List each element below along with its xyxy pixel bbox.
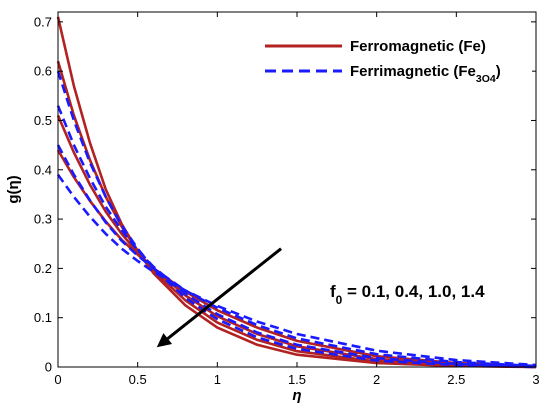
series-line-1 bbox=[56, 16, 537, 369]
y-tick-label: 0.4 bbox=[34, 162, 52, 177]
x-tick-label: 1 bbox=[214, 372, 221, 387]
y-axis: 0 0.1 0.2 0.3 0.4 0.5 0.6 0.7 bbox=[34, 14, 536, 375]
x-tick-label: 2 bbox=[373, 372, 380, 387]
y-axis-label: g(η) bbox=[5, 175, 22, 203]
series-line-6 bbox=[56, 105, 537, 368]
legend-label-1: Ferromagnetic (Fe) bbox=[350, 38, 486, 55]
x-axis: 0 0.5 1 1.5 2 2.5 3 bbox=[54, 12, 540, 387]
x-tick-label: 3 bbox=[532, 372, 539, 387]
x-tick-label: 2.5 bbox=[447, 372, 465, 387]
y-tick-label: 0.6 bbox=[34, 64, 52, 79]
legend: Ferromagnetic (Fe) Ferrimagnetic (Fe3O4) bbox=[255, 34, 532, 90]
y-tick-label: 0.5 bbox=[34, 113, 52, 128]
annotation-arrow bbox=[166, 247, 282, 340]
series-line-5 bbox=[56, 70, 537, 369]
y-tick-label: 0.2 bbox=[34, 261, 52, 276]
legend-box bbox=[255, 34, 532, 90]
series-line-7 bbox=[56, 144, 537, 368]
y-tick-label: 0.7 bbox=[34, 14, 52, 29]
series-line-8 bbox=[56, 173, 537, 367]
x-tick-label: 1.5 bbox=[288, 372, 306, 387]
annotation: f0 = 0.1, 0.4, 1.0, 1.4 bbox=[156, 247, 485, 348]
legend-label-2: Ferrimagnetic (Fe3O4) bbox=[350, 63, 501, 85]
x-axis-label: η bbox=[292, 387, 301, 404]
annotation-arrow-head bbox=[156, 333, 173, 348]
x-tick-label: 0.5 bbox=[129, 372, 147, 387]
plot-area bbox=[56, 16, 537, 369]
annotation-text: f0 = 0.1, 0.4, 1.0, 1.4 bbox=[330, 282, 485, 307]
y-tick-label: 0.1 bbox=[34, 310, 52, 325]
y-tick-label: 0 bbox=[45, 360, 52, 375]
x-tick-label: 0 bbox=[54, 372, 61, 387]
y-tick-label: 0.3 bbox=[34, 212, 52, 227]
